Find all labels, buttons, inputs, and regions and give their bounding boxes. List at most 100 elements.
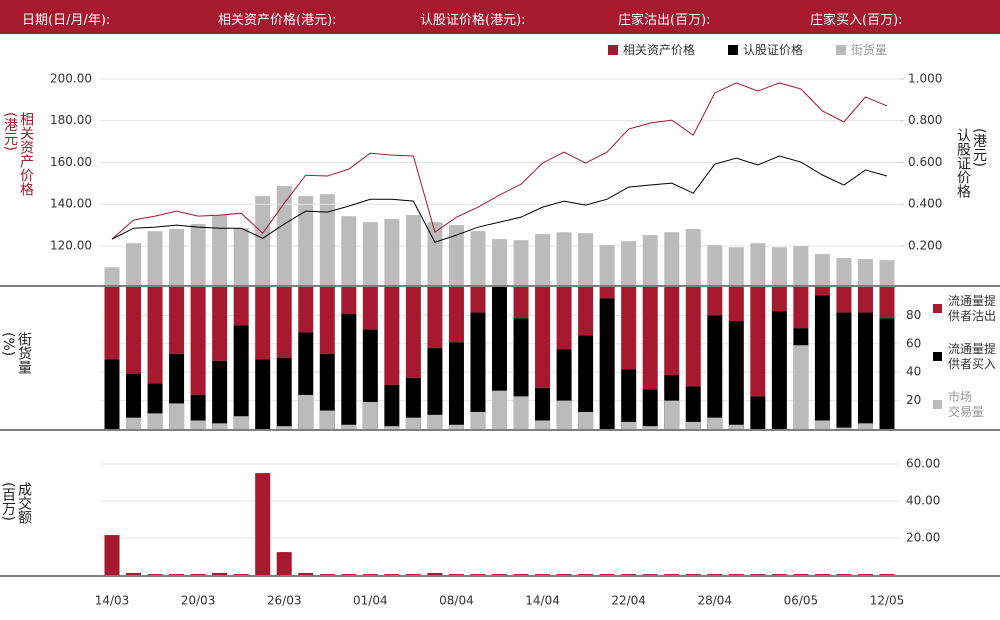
share-bar: [212, 423, 228, 429]
share-bar: [707, 287, 723, 316]
volume-bar: [212, 215, 228, 285]
legend-label: 认股证价格: [743, 43, 804, 57]
share-bar: [642, 426, 658, 429]
volume-bar: [836, 258, 852, 285]
volume-bar: [664, 232, 680, 285]
turnover-bar: [362, 574, 378, 575]
volume-bar: [685, 229, 701, 285]
price-line: [111, 155, 888, 243]
legend-label: 市场 交易量: [948, 390, 985, 419]
share-bar: [836, 427, 852, 429]
legend-label: 相关资产价格: [623, 43, 696, 57]
share-bar: [535, 387, 551, 429]
header-item: 日期(日/月/年):: [22, 13, 111, 28]
y-tick-label: 60: [906, 336, 921, 350]
y2-axis-title: 认股证价格(港元): [955, 128, 987, 198]
y2-tick-label: 0.200: [908, 238, 942, 252]
legend-swatch: [933, 400, 942, 409]
volume-bar: [319, 194, 335, 285]
share-bar: [298, 287, 314, 333]
share-bar: [126, 417, 142, 429]
share-bar: [556, 400, 572, 429]
share-bar: [621, 369, 637, 429]
share-bar: [341, 424, 357, 429]
share-bar: [642, 389, 658, 429]
share-bar: [535, 287, 551, 388]
share-bar: [362, 402, 378, 429]
x-tick-label: 06/05: [784, 594, 819, 608]
share-bar: [448, 287, 464, 343]
turnover-bar: [147, 574, 163, 575]
share-bar: [190, 420, 206, 429]
share-bar: [836, 287, 852, 313]
turnover-bar: [879, 574, 895, 575]
share-bar: [147, 413, 163, 429]
volume-bar: [169, 229, 185, 285]
turnover-bar: [492, 574, 507, 575]
turnover-bar: [104, 535, 120, 575]
volume-bar: [126, 243, 142, 285]
share-bar: [405, 377, 421, 429]
volume-bar: [793, 246, 809, 285]
turnover-bar: [535, 574, 551, 575]
share-bar: [857, 423, 873, 429]
share-bar: [793, 345, 809, 429]
volume-bar: [470, 231, 486, 285]
share-bar: [384, 287, 400, 385]
y-tick-label: 180.00: [50, 113, 92, 127]
share-bar: [212, 360, 228, 429]
x-tick-label: 26/03: [267, 594, 302, 608]
y-axis-title: 成交额(百万): [0, 482, 32, 524]
share-bar: [707, 315, 723, 429]
share-bar: [341, 313, 357, 429]
x-tick-label: 20/03: [181, 594, 216, 608]
share-bar: [276, 358, 292, 429]
turnover-bar: [470, 574, 486, 575]
share-bar: [814, 420, 830, 429]
share-bar: [255, 287, 271, 360]
share-bar: [319, 287, 335, 354]
share-bar: [492, 390, 507, 429]
share-bar: [405, 287, 421, 378]
turnover-bar: [621, 574, 637, 575]
turnover-bar: [319, 574, 335, 575]
share-bar: [427, 348, 443, 429]
y-tick-label: 40: [906, 365, 921, 379]
volume-bar: [556, 232, 572, 285]
volume-bar: [642, 235, 658, 285]
legend-label: 街货量: [851, 43, 888, 57]
share-bar: [126, 373, 142, 429]
turnover-bar: [836, 574, 852, 575]
volume-bar: [513, 240, 529, 285]
legend-label: 流通量提 供者买入: [948, 342, 997, 371]
volume-bar: [535, 234, 551, 285]
share-bar: [233, 416, 249, 429]
share-bar: [470, 287, 486, 313]
x-tick-label: 14/04: [525, 594, 560, 608]
share-bar: [384, 384, 400, 429]
x-tick-label: 22/04: [611, 594, 646, 608]
volume-bar: [599, 245, 615, 285]
share-bar: [255, 359, 271, 429]
x-tick-label: 12/05: [870, 594, 905, 608]
share-bar: [857, 312, 873, 429]
turnover-bar: [556, 574, 572, 575]
y-axis-title: 相关资产价格(港元): [2, 112, 34, 196]
volume-bar: [276, 186, 292, 285]
share-bar: [190, 287, 206, 395]
turnover-bar: [190, 574, 206, 575]
volume-bar: [771, 247, 787, 285]
legend-label: 流通量提 供者沽出: [948, 294, 997, 323]
share-bar: [578, 335, 594, 429]
y-tick-label: 120.00: [50, 238, 92, 252]
legend-swatch: [608, 45, 618, 55]
turnover-bar: [707, 574, 723, 575]
y-tick-label: 140.00: [50, 197, 92, 211]
volume-bar: [104, 267, 120, 285]
volume-bar: [814, 254, 830, 285]
turnover-bar: [685, 574, 701, 575]
share-bar: [276, 287, 292, 358]
y-tick-label: 40.00: [906, 494, 940, 508]
